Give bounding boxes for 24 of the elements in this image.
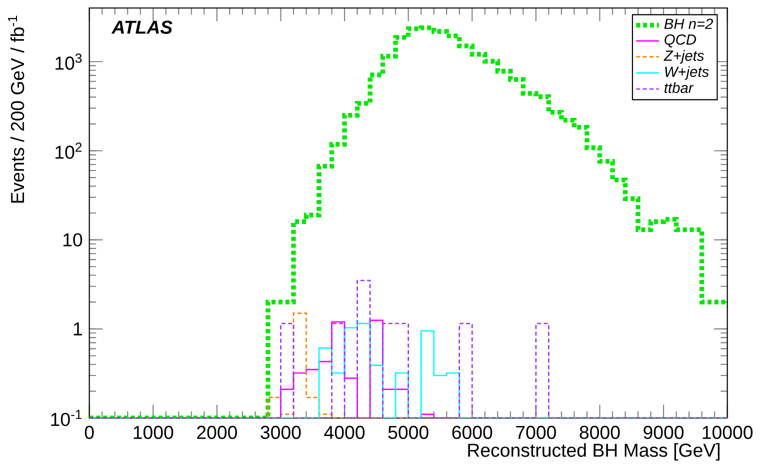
x-tick-label: 9000	[644, 426, 684, 440]
y-tick-label: 10$^{3}$	[56, 54, 82, 70]
annotation: ATLAS	[111, 20, 172, 34]
legend-label: QCD	[664, 34, 696, 48]
x-axis-title: Reconstructed BH Mass [GeV]	[468, 443, 720, 461]
x-tick-label: 2000	[197, 426, 237, 440]
x-tick-label: 10000	[702, 426, 753, 440]
legend-label: Z+jets	[664, 50, 704, 64]
y-tick-label: 1	[74, 322, 82, 336]
text: BH n=2	[664, 18, 714, 29]
x-tick-label: 0	[84, 426, 94, 440]
y-tick-label: 10$^{2}$	[56, 142, 82, 159]
y-tick-label: 10$^{-1}$	[51, 410, 82, 426]
legend-label: ttbar	[664, 82, 694, 94]
x-tick-label: 7000	[516, 426, 556, 440]
x-tick-label: 8000	[580, 426, 620, 440]
x-tick-label: 3000	[260, 426, 301, 440]
y-tick-label: 10	[64, 233, 82, 246]
legend-label: W+jets	[665, 66, 709, 80]
y-axis-title: Events / 200 GeV / fb$^{-1}$	[8, 16, 24, 203]
x-tick-label: 6000	[452, 426, 492, 440]
x-tick-label: 5000	[388, 426, 428, 440]
x-tick-label: 1000	[134, 426, 174, 440]
x-tick-label: 4000	[324, 426, 365, 440]
